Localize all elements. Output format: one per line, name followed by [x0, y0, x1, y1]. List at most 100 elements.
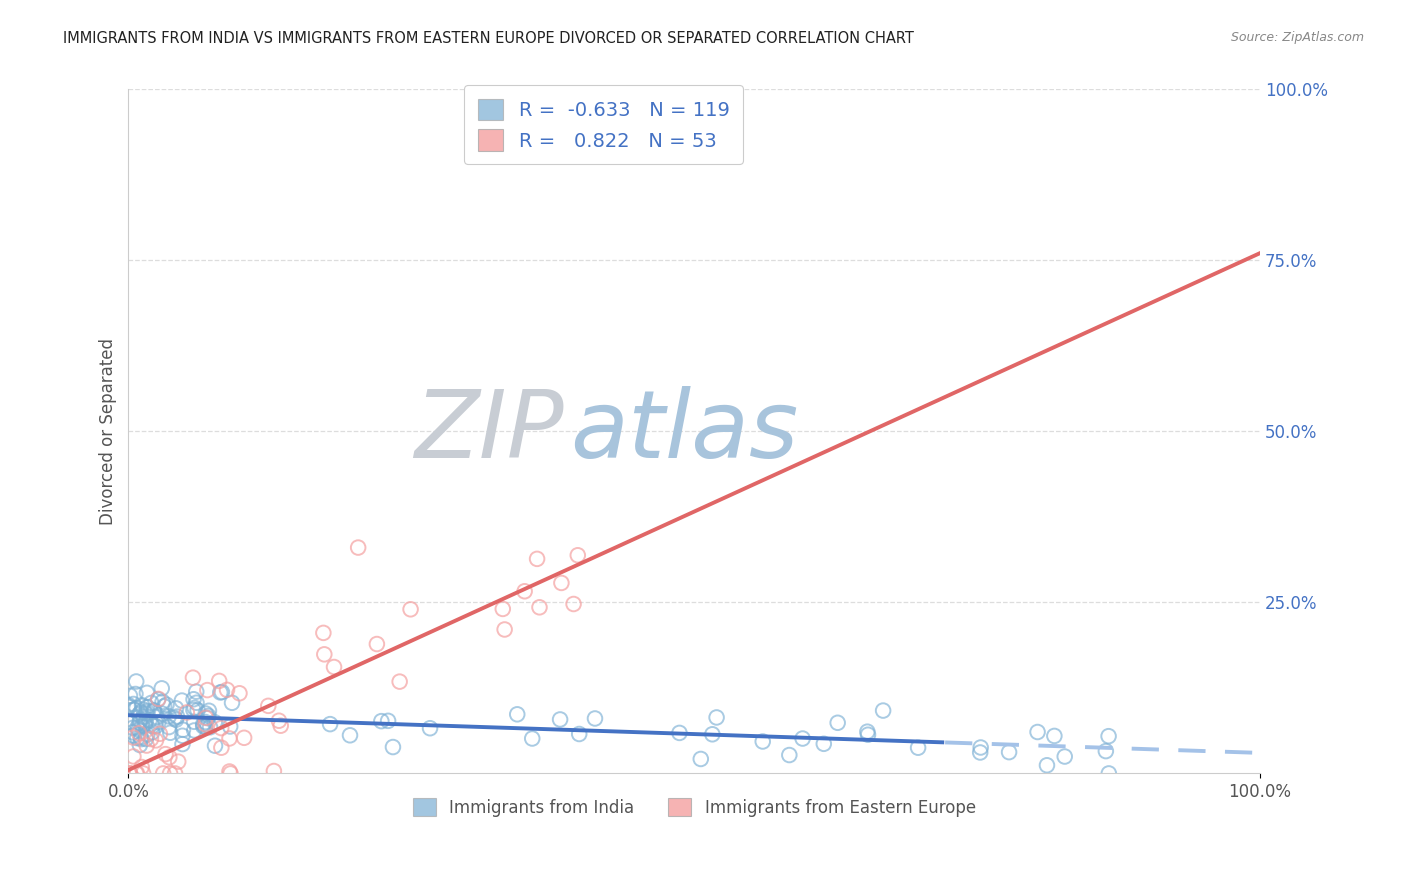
Point: [135, 714, 157, 729]
Point: [181, 671, 204, 685]
Point: [159, 725, 181, 739]
Point: [150, 681, 173, 696]
Point: [194, 714, 217, 729]
Point: [131, 719, 153, 733]
Point: [125, 766, 148, 780]
Point: [347, 541, 370, 555]
Point: [194, 720, 217, 734]
Point: [419, 721, 441, 735]
Point: [208, 673, 231, 688]
Point: [149, 727, 172, 741]
Point: [157, 720, 180, 734]
Point: [172, 737, 194, 751]
Point: [183, 703, 205, 717]
Point: [118, 766, 141, 780]
Point: [187, 703, 209, 717]
Point: [1097, 729, 1119, 743]
Text: Source: ZipAtlas.com: Source: ZipAtlas.com: [1230, 31, 1364, 45]
Point: [856, 728, 879, 742]
Point: [583, 711, 606, 725]
Point: [194, 717, 217, 731]
Point: [1036, 758, 1059, 772]
Point: [827, 715, 849, 730]
Point: [131, 698, 153, 713]
Point: [186, 696, 208, 710]
Point: [157, 750, 180, 764]
Y-axis label: Divorced or Separated: Divorced or Separated: [100, 338, 117, 524]
Point: [157, 709, 180, 723]
Point: [1043, 729, 1066, 743]
Point: [127, 721, 149, 735]
Point: [118, 689, 141, 703]
Point: [121, 725, 143, 739]
Point: [165, 701, 187, 715]
Point: [668, 726, 690, 740]
Point: [138, 714, 160, 728]
Point: [513, 584, 536, 599]
Point: [131, 760, 153, 774]
Point: [233, 731, 256, 745]
Point: [998, 745, 1021, 759]
Point: [141, 696, 163, 710]
Point: [183, 701, 205, 715]
Point: [969, 746, 991, 760]
Point: [148, 692, 170, 706]
Point: [139, 732, 162, 747]
Point: [218, 731, 240, 746]
Point: [122, 702, 145, 716]
Point: [494, 623, 516, 637]
Point: [135, 731, 157, 746]
Point: [155, 747, 177, 761]
Point: [128, 715, 150, 730]
Point: [228, 686, 250, 700]
Point: [792, 731, 814, 746]
Point: [388, 674, 411, 689]
Point: [155, 698, 177, 712]
Point: [399, 602, 422, 616]
Text: IMMIGRANTS FROM INDIA VS IMMIGRANTS FROM EASTERN EUROPE DIVORCED OR SEPARATED CO: IMMIGRANTS FROM INDIA VS IMMIGRANTS FROM…: [63, 31, 914, 46]
Point: [211, 685, 233, 699]
Point: [314, 648, 336, 662]
Point: [183, 692, 205, 706]
Point: [550, 576, 572, 591]
Text: ZIP: ZIP: [415, 385, 564, 476]
Point: [270, 719, 292, 733]
Point: [122, 749, 145, 764]
Point: [267, 714, 290, 728]
Point: [135, 706, 157, 721]
Point: [323, 660, 346, 674]
Point: [568, 727, 591, 741]
Point: [529, 600, 551, 615]
Point: [370, 714, 392, 728]
Point: [195, 683, 218, 698]
Point: [872, 704, 894, 718]
Point: [129, 731, 152, 745]
Point: [907, 740, 929, 755]
Point: [219, 719, 242, 733]
Point: [163, 711, 186, 725]
Point: [166, 709, 188, 723]
Point: [145, 733, 167, 747]
Point: [148, 715, 170, 730]
Point: [117, 700, 139, 714]
Point: [197, 711, 219, 725]
Point: [194, 706, 217, 721]
Point: [702, 727, 724, 741]
Point: [136, 700, 159, 714]
Point: [135, 704, 157, 718]
Point: [176, 706, 198, 720]
Point: [167, 755, 190, 769]
Text: atlas: atlas: [569, 385, 799, 476]
Point: [141, 717, 163, 731]
Point: [1053, 749, 1076, 764]
Point: [129, 732, 152, 747]
Point: [506, 707, 529, 722]
Point: [127, 731, 149, 745]
Point: [129, 714, 152, 728]
Point: [142, 719, 165, 733]
Point: [129, 706, 152, 720]
Point: [970, 740, 993, 755]
Point: [127, 723, 149, 737]
Point: [135, 686, 157, 700]
Point: [492, 602, 515, 616]
